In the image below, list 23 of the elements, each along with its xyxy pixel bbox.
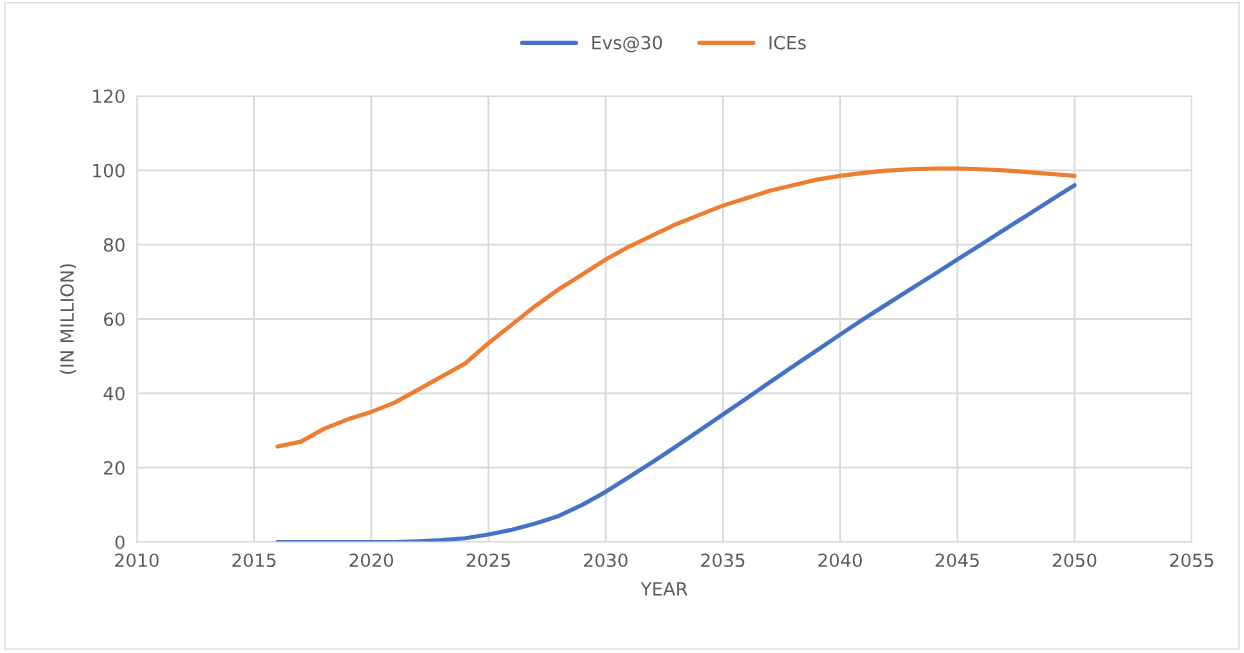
x-tick-label: 2045: [935, 553, 979, 568]
y-tick-label: 40: [103, 386, 125, 401]
x-tick-label: 2055: [1170, 553, 1214, 568]
line-series: [275, 166, 1077, 449]
x-axis-title: YEAR: [640, 582, 688, 596]
y-axis-title: (IN MILLION): [59, 264, 76, 374]
legend-label: Evs@30: [592, 35, 662, 53]
y-tick-label: 80: [103, 238, 125, 252]
x-tick-label: 2030: [584, 553, 628, 568]
x-tick-label: 2040: [818, 553, 862, 568]
x-tick-label: 2015: [232, 553, 276, 568]
x-tick-label: 2010: [115, 553, 159, 568]
y-tick-label: 120: [93, 89, 125, 104]
x-tick-label: 2020: [349, 553, 394, 568]
y-tick-label: 60: [104, 312, 125, 327]
y-tick-label: 20: [104, 461, 125, 475]
legend-label: ICEs: [769, 35, 806, 50]
y-tick-label: 100: [93, 163, 125, 178]
y-tick-label: 0: [115, 535, 125, 550]
x-tick-label: 2025: [466, 553, 510, 568]
line-series: [275, 183, 1077, 542]
x-tick-label: 2035: [701, 553, 745, 568]
x-tick-label: 2050: [1052, 553, 1097, 568]
